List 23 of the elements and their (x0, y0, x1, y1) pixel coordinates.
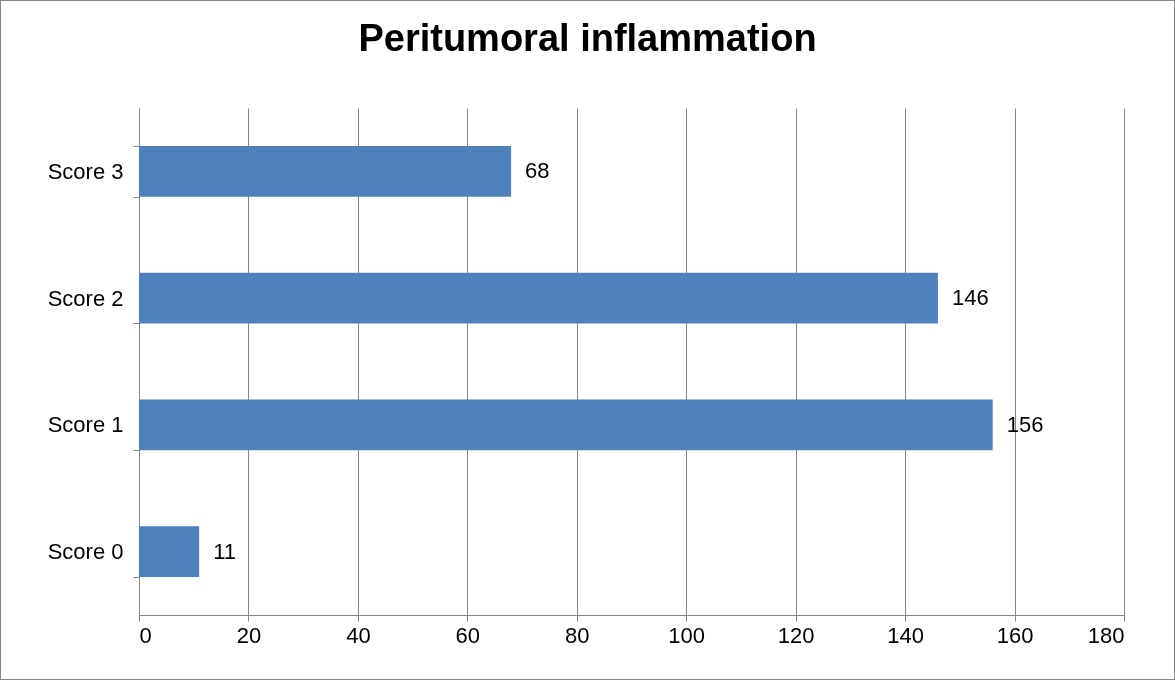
bar (139, 272, 938, 324)
y-tick-label: Score 1 (47, 412, 124, 438)
bar (139, 146, 512, 197)
chart-title: Peritumoral inflammation (358, 17, 817, 59)
data-label: 11 (213, 538, 237, 564)
x-tick-label: 0 (139, 622, 152, 648)
data-label: 156 (1006, 411, 1044, 437)
y-tick-label: Score 3 (47, 158, 124, 184)
x-tick-label: 40 (346, 622, 371, 648)
x-tick-label: 80 (565, 622, 590, 648)
y-tick-label: Score 2 (47, 285, 124, 311)
x-tick-label: 180 (1087, 622, 1125, 648)
data-label: 146 (951, 285, 989, 311)
x-tick-label: 160 (996, 622, 1034, 648)
x-tick-label: 100 (668, 622, 706, 648)
data-label: 68 (525, 158, 550, 184)
bar (139, 399, 993, 451)
x-tick-label: 120 (777, 622, 815, 648)
bar (139, 526, 200, 577)
x-tick-label: 140 (887, 622, 924, 648)
y-tick-label: Score 0 (47, 539, 124, 565)
x-tick-label: 20 (236, 622, 262, 648)
x-tick-label: 60 (455, 622, 481, 648)
